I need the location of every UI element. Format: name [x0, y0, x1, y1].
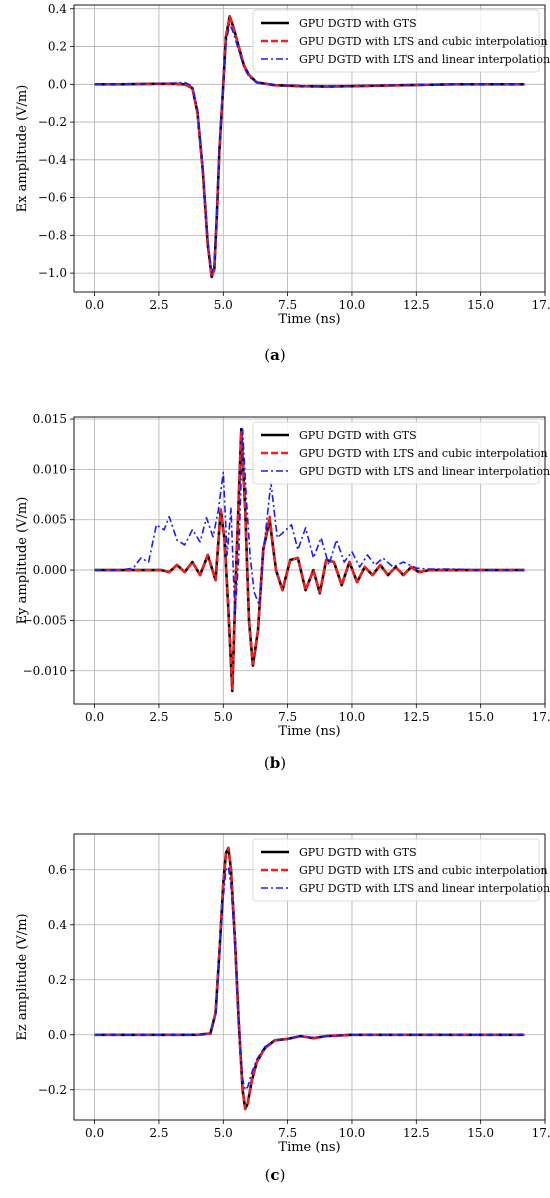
legend: GPU DGTD with GTS GPU DGTD with LTS and c…	[252, 421, 550, 485]
chart-b: 0.0 2.5 5.0 7.5 10.0 12.5 15.0 17.5 −0.010 −0.005…	[15, 412, 550, 739]
x-tick-label: 15.0	[467, 710, 494, 724]
chart-a: 0.0 2.5 5.0 7.5 10.0 12.5 15.0 17.5 −1.0 −0.8 −0.6…	[15, 2, 550, 327]
y-tick-label: −0.4	[38, 153, 68, 167]
x-tick-label: 2.5	[149, 298, 168, 312]
plot-frame	[73, 4, 546, 293]
x-tick-label: 5.0	[214, 1126, 233, 1140]
y-tick-label: 0.000	[33, 563, 67, 577]
y-tick-label: 0.6	[48, 863, 67, 877]
y-tick-label: −0.005	[23, 613, 67, 627]
y-tick-label: −1.0	[38, 266, 67, 280]
x-tick-label: 7.5	[278, 1126, 297, 1140]
chart-panel-a: 0.0 2.5 5.0 7.5 10.0 12.5 15.0 17.5 −1.0 −0.8 −0.6…	[0, 0, 550, 378]
y-axis-label: Ez amplitude (V/m)	[15, 913, 30, 1040]
plot-frame	[73, 416, 546, 705]
x-tick-label: 10.0	[339, 1126, 366, 1140]
legend: GPU DGTD with GTS GPU DGTD with LTS and c…	[252, 838, 550, 902]
legend-label-3: GPU DGTD with LTS and linear interpolati…	[299, 53, 550, 66]
x-tick-label: 12.5	[403, 1126, 430, 1140]
x-tick-label: 12.5	[403, 298, 430, 312]
y-tick-label: 0.4	[48, 2, 67, 16]
plot-frame	[73, 833, 546, 1121]
caption-a-label: a	[270, 346, 280, 364]
y-tick-label: 0.0	[48, 1028, 67, 1042]
y-tick-label: 0.015	[33, 412, 67, 426]
x-tick-label: 15.0	[467, 298, 494, 312]
legend-label-1: GPU DGTD with GTS	[299, 846, 417, 859]
chart-panel-b: 0.0 2.5 5.0 7.5 10.0 12.5 15.0 17.5 −0.010 −0.005…	[0, 398, 550, 786]
x-tick-label: 7.5	[278, 710, 297, 724]
caption-b: (b)	[263, 754, 287, 772]
x-tick-label: 10.0	[339, 710, 366, 724]
x-tick-label: 15.0	[467, 1126, 494, 1140]
legend: GPU DGTD with GTS GPU DGTD with LTS and c…	[252, 9, 550, 73]
y-tick-label: −0.2	[38, 1083, 67, 1097]
caption-a: (a)	[264, 346, 286, 364]
y-tick-label: 0.0	[48, 77, 67, 91]
legend-box	[252, 838, 540, 902]
y-tick-label: 0.005	[33, 513, 67, 527]
series-line-3	[94, 23, 525, 274]
legend-label-2: GPU DGTD with LTS and cubic interpolatio…	[299, 447, 548, 460]
x-axis-label: Time (ns)	[278, 312, 340, 327]
y-tick-label: 0.2	[48, 40, 67, 54]
x-tick-label: 17.5	[532, 1126, 550, 1140]
series-line-2	[94, 429, 525, 691]
x-tick-label: 12.5	[403, 710, 430, 724]
x-axis-label: Time (ns)	[278, 1140, 340, 1155]
x-tick-label: 5.0	[214, 710, 233, 724]
legend-label-3: GPU DGTD with LTS and linear interpolati…	[299, 882, 550, 895]
y-tick-label: 0.4	[48, 918, 67, 932]
x-tick-label: 10.0	[339, 298, 366, 312]
y-tick-label: 0.010	[33, 462, 67, 476]
caption-b-label: b	[269, 754, 281, 772]
x-tick-label: 17.5	[532, 710, 550, 724]
y-tick-label: −0.8	[38, 228, 67, 242]
legend-box	[252, 9, 540, 73]
x-axis-label: Time (ns)	[278, 724, 340, 739]
x-tick-label: 2.5	[149, 710, 168, 724]
x-tick-label: 5.0	[214, 298, 233, 312]
x-tick-label: 2.5	[149, 1126, 168, 1140]
x-tick-label: 7.5	[278, 298, 297, 312]
caption-c: (c)	[264, 1166, 286, 1184]
y-tick-label: 0.2	[48, 973, 67, 987]
series-line-3	[94, 866, 525, 1091]
chart-c: 0.0 2.5 5.0 7.5 10.0 12.5 15.0 17.5 −0.2 0.0 0.2 0.…	[15, 833, 550, 1155]
y-axis-label: Ex amplitude (V/m)	[15, 85, 30, 213]
y-tick-label: −0.2	[38, 115, 67, 129]
x-tick-label: 0.0	[85, 710, 104, 724]
legend-label-2: GPU DGTD with LTS and cubic interpolatio…	[299, 864, 548, 877]
legend-box	[252, 421, 540, 485]
x-tick-label: 0.0	[85, 1126, 104, 1140]
caption-c-label: c	[270, 1166, 280, 1184]
legend-label-1: GPU DGTD with GTS	[299, 17, 417, 30]
x-tick-label: 17.5	[532, 298, 550, 312]
legend-label-1: GPU DGTD with GTS	[299, 429, 417, 442]
series-line-3	[94, 428, 525, 617]
legend-label-2: GPU DGTD with LTS and cubic interpolatio…	[299, 35, 548, 48]
x-tick-label: 0.0	[85, 298, 104, 312]
series-line-2	[94, 846, 525, 1111]
legend-label-3: GPU DGTD with LTS and linear interpolati…	[299, 465, 550, 478]
chart-panel-c: 0.0 2.5 5.0 7.5 10.0 12.5 15.0 17.5 −0.2 0.0 0.2 0.…	[0, 806, 550, 1198]
y-axis-label: Ey amplitude (V/m)	[15, 497, 30, 625]
y-tick-label: −0.010	[23, 664, 67, 678]
y-tick-label: −0.6	[38, 191, 67, 205]
